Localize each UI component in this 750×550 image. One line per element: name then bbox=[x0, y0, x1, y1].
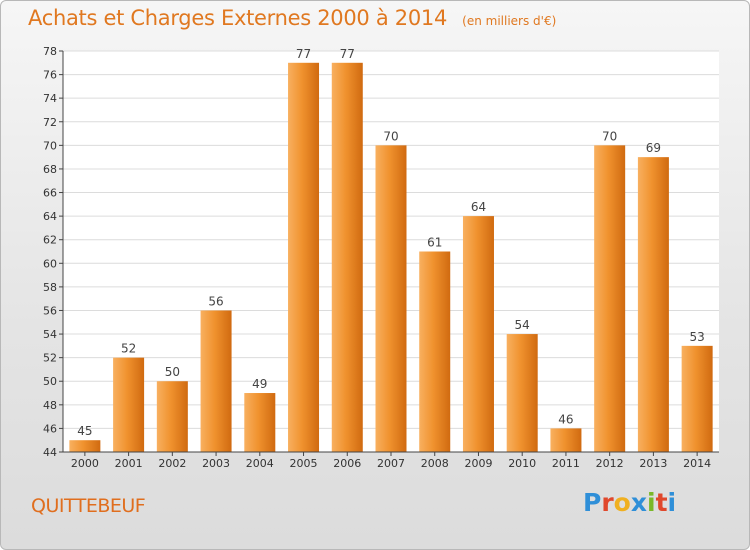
bar-2008 bbox=[419, 251, 451, 452]
y-tick-label: 46 bbox=[43, 422, 57, 435]
y-tick-label: 72 bbox=[43, 116, 57, 129]
x-tick-label-2014: 2014 bbox=[683, 457, 711, 470]
bar-2011 bbox=[550, 428, 582, 452]
y-tick-label: 70 bbox=[43, 139, 57, 152]
bar-2010 bbox=[506, 334, 538, 452]
y-tick-label: 56 bbox=[43, 304, 57, 317]
bar-2003 bbox=[200, 310, 232, 452]
logo-letter: o bbox=[613, 488, 631, 517]
logo-letter: x bbox=[630, 488, 647, 517]
value-label-2012: 70 bbox=[602, 129, 617, 143]
bar-2005 bbox=[288, 62, 320, 452]
bar-2004 bbox=[244, 393, 276, 452]
y-tick-label: 60 bbox=[43, 257, 57, 270]
y-tick-label: 78 bbox=[43, 45, 57, 58]
value-label-2004: 49 bbox=[252, 377, 267, 391]
x-tick-label-2007: 2007 bbox=[377, 457, 405, 470]
y-tick-label: 44 bbox=[43, 446, 57, 459]
value-label-2007: 70 bbox=[383, 129, 398, 143]
x-tick-label-2012: 2012 bbox=[596, 457, 624, 470]
y-tick-label: 68 bbox=[43, 163, 57, 176]
bar-2001 bbox=[113, 357, 145, 452]
bar-2013 bbox=[637, 157, 669, 452]
brand-logo: Proxiti bbox=[583, 488, 676, 517]
x-tick-label-2005: 2005 bbox=[290, 457, 318, 470]
x-tick-label-2006: 2006 bbox=[333, 457, 361, 470]
labels: 44 46 48 50 52 54 56 58 60 62 64 66 68 70 72 74 76 78 45 20… bbox=[43, 45, 711, 470]
x-tick-label-2011: 2011 bbox=[552, 457, 580, 470]
y-tick-label: 48 bbox=[43, 399, 57, 412]
x-tick-label-2009: 2009 bbox=[464, 457, 492, 470]
x-tick-label-2013: 2013 bbox=[639, 457, 667, 470]
bars bbox=[69, 62, 713, 452]
y-tick-label: 62 bbox=[43, 234, 57, 247]
value-label-2014: 53 bbox=[689, 330, 704, 344]
bar-2006 bbox=[331, 62, 363, 452]
y-tick-label: 58 bbox=[43, 281, 57, 294]
value-label-2011: 46 bbox=[558, 412, 573, 426]
logo-letter: t bbox=[655, 488, 668, 517]
title-block: Achats et Charges Externes 2000 à 2014 (… bbox=[28, 6, 556, 30]
value-label-2008: 61 bbox=[427, 236, 442, 250]
x-tick-label-2010: 2010 bbox=[508, 457, 536, 470]
value-label-2010: 54 bbox=[515, 318, 530, 332]
x-tick-label-2003: 2003 bbox=[202, 457, 230, 470]
chart-title: Achats et Charges Externes 2000 à 2014 bbox=[28, 6, 448, 30]
value-label-2001: 52 bbox=[121, 342, 136, 356]
bar-2009 bbox=[462, 216, 494, 452]
y-tick-label: 76 bbox=[43, 69, 57, 82]
x-tick-label-2000: 2000 bbox=[71, 457, 99, 470]
y-tick-label: 64 bbox=[43, 210, 57, 223]
bar-2014 bbox=[681, 345, 713, 452]
bar-2012 bbox=[594, 145, 626, 452]
logo-letter: i bbox=[647, 488, 656, 517]
y-tick-label: 52 bbox=[43, 352, 57, 365]
value-label-2013: 69 bbox=[646, 141, 661, 155]
x-tick-label-2008: 2008 bbox=[421, 457, 449, 470]
value-label-2005: 77 bbox=[296, 47, 311, 61]
y-tick-label: 66 bbox=[43, 187, 57, 200]
y-tick-label: 50 bbox=[43, 375, 57, 388]
bar-2007 bbox=[375, 145, 407, 452]
logo-letter: r bbox=[601, 488, 614, 517]
bar-2000 bbox=[69, 440, 101, 452]
logo-letter: i bbox=[667, 488, 677, 517]
x-tick-label-2001: 2001 bbox=[115, 457, 143, 470]
y-tick-label: 54 bbox=[43, 328, 57, 341]
x-tick-label-2002: 2002 bbox=[158, 457, 186, 470]
axes bbox=[59, 50, 719, 456]
value-label-2000: 45 bbox=[77, 424, 92, 438]
bar-2002 bbox=[156, 381, 188, 452]
x-tick-label-2004: 2004 bbox=[246, 457, 274, 470]
location-name: QUITTEBEUF bbox=[31, 495, 146, 517]
chart-subtitle: (en milliers d'€) bbox=[462, 14, 557, 28]
value-label-2002: 50 bbox=[165, 365, 180, 379]
logo-letter: P bbox=[583, 488, 602, 517]
y-tick-label: 74 bbox=[43, 92, 57, 105]
value-label-2009: 64 bbox=[471, 200, 486, 214]
value-label-2003: 56 bbox=[208, 294, 223, 308]
value-label-2006: 77 bbox=[340, 47, 355, 61]
